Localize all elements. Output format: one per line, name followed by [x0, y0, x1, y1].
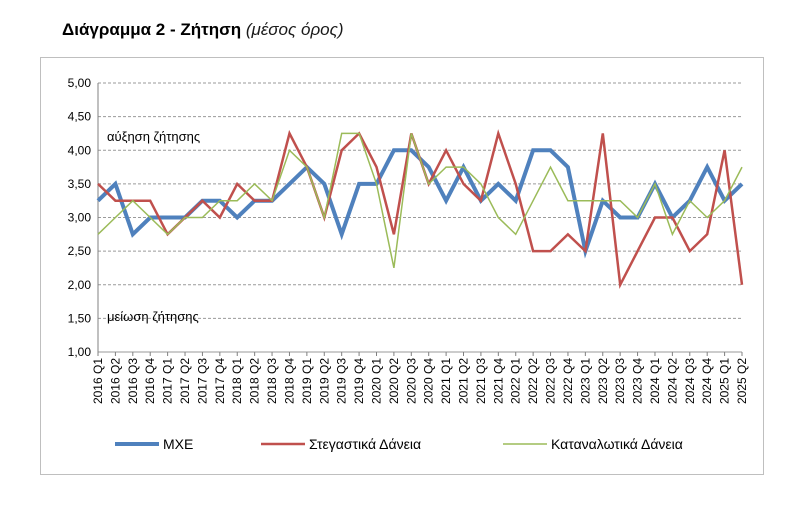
- y-axis-ticks: 1,00 1,50 2,00 2,50 3,00 3,50 4,00 4,50 5,00: [68, 76, 92, 359]
- x-tick-label: 2017 Q1: [161, 358, 175, 404]
- x-tick-label: 2016 Q3: [126, 358, 140, 404]
- y-tick-label: 4,00: [68, 143, 92, 157]
- x-tick-label: 2021 Q2: [457, 358, 471, 404]
- chart-frame: 1,00 1,50 2,00 2,50 3,00 3,50 4,00 4,50 5,00 201…: [40, 57, 764, 475]
- x-tick-label: 2023 Q2: [596, 358, 610, 404]
- x-tick-label: 2016 Q2: [108, 358, 122, 404]
- x-axis-ticks: 2016 Q1 2016 Q2 2016 Q3 2016 Q4 2017 Q1 2017 …: [91, 352, 749, 404]
- x-tick-label: 2019 Q2: [317, 358, 331, 404]
- y-tick-label: 2,50: [68, 244, 92, 258]
- x-tick-label: 2022 Q2: [526, 358, 540, 404]
- x-tick-label: 2018 Q2: [248, 358, 262, 404]
- x-tick-label: 2023 Q4: [631, 358, 645, 404]
- annotation-decrease: μείωση ζήτησης: [107, 309, 199, 324]
- y-tick-label: 3,00: [68, 211, 92, 225]
- line-chart: 1,00 1,50 2,00 2,50 3,00 3,50 4,00 4,50 5,00 201…: [68, 76, 749, 452]
- x-tick-label: 2020 Q3: [404, 358, 418, 404]
- series-lines: [96, 129, 744, 290]
- series-line-Καταναλωτικά Δάνεια: [97, 132, 743, 269]
- y-tick-label: 5,00: [68, 76, 92, 90]
- y-tick-label: 3,50: [68, 177, 92, 191]
- x-tick-label: 2021 Q4: [491, 358, 505, 404]
- x-tick-label: 2023 Q3: [613, 358, 627, 404]
- x-tick-label: 2025 Q1: [718, 358, 732, 404]
- x-tick-label: 2019 Q3: [335, 358, 349, 404]
- x-tick-label: 2024 Q2: [665, 358, 679, 404]
- x-tick-label: 2021 Q1: [439, 358, 453, 404]
- x-tick-label: 2024 Q3: [683, 358, 697, 404]
- legend-label: Καταναλωτικά Δάνεια: [551, 436, 683, 452]
- x-tick-label: 2020 Q1: [369, 358, 383, 404]
- x-tick-label: 2016 Q4: [143, 358, 157, 404]
- annotation-increase: αύξηση ζήτησης: [107, 129, 200, 144]
- series-line-Στεγαστικά Δάνεια: [97, 129, 744, 290]
- chart-title-main: Διάγραμμα 2 - Ζήτηση: [62, 20, 242, 39]
- y-tick-label: 1,50: [68, 311, 92, 325]
- x-tick-label: 2018 Q1: [230, 358, 244, 404]
- x-tick-label: 2017 Q2: [178, 358, 192, 404]
- x-tick-label: 2020 Q2: [387, 358, 401, 404]
- x-tick-label: 2020 Q4: [422, 358, 436, 404]
- x-tick-label: 2017 Q3: [195, 358, 209, 404]
- x-tick-label: 2022 Q1: [509, 358, 523, 404]
- y-tick-label: 2,00: [68, 278, 92, 292]
- x-tick-label: 2019 Q1: [300, 358, 314, 404]
- x-tick-label: 2018 Q3: [265, 358, 279, 404]
- x-tick-label: 2024 Q4: [700, 358, 714, 404]
- grid: [97, 82, 742, 353]
- x-tick-label: 2021 Q3: [474, 358, 488, 404]
- x-tick-label: 2023 Q1: [578, 358, 592, 404]
- x-tick-label: 2018 Q4: [282, 358, 296, 404]
- x-tick-label: 2024 Q1: [648, 358, 662, 404]
- legend-label: ΜΧΕ: [163, 436, 193, 452]
- x-tick-label: 2019 Q4: [352, 358, 366, 404]
- chart-title: Διάγραμμα 2 - Ζήτηση (μέσος όρος): [62, 20, 344, 40]
- x-tick-label: 2016 Q1: [91, 358, 105, 404]
- y-tick-label: 4,50: [68, 110, 92, 124]
- legend: ΜΧΕ Στεγαστικά Δάνεια Καταναλωτικά Δάνεια: [115, 436, 683, 452]
- legend-label: Στεγαστικά Δάνεια: [309, 436, 421, 452]
- x-tick-label: 2022 Q3: [544, 358, 558, 404]
- chart-title-subtitle: (μέσος όρος): [245, 20, 344, 39]
- x-tick-label: 2025 Q2: [735, 358, 749, 404]
- y-tick-label: 1,00: [68, 345, 92, 359]
- annotations: αύξηση ζήτησης μείωση ζήτησης: [107, 129, 200, 324]
- x-tick-label: 2017 Q4: [213, 358, 227, 404]
- x-tick-label: 2022 Q4: [561, 358, 575, 404]
